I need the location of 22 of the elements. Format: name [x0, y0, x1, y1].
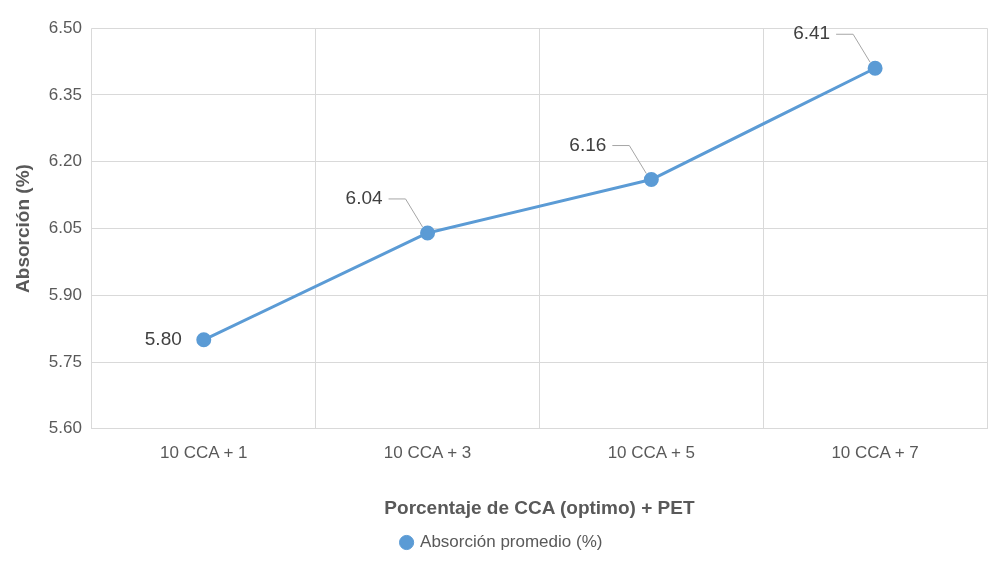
y-tick-label: 6.05 [48, 218, 82, 238]
x-tick-label: 10 CCA + 5 [607, 442, 696, 462]
point [867, 60, 883, 76]
legend-label: Absorción promedio (%) [420, 532, 603, 552]
y-tick-label: 5.90 [48, 284, 82, 304]
data-label: 6.16 [569, 133, 607, 155]
data-label: 6.04 [345, 187, 383, 209]
point [196, 332, 212, 348]
y-tick-label: 6.20 [48, 151, 82, 171]
point [643, 172, 659, 188]
x-tick-label: 10 CCA + 1 [160, 442, 248, 462]
x-axis-title: Porcentaje de CCA (optimo) + PET [384, 496, 695, 518]
point [420, 225, 436, 241]
data-label: 5.80 [144, 328, 182, 350]
y-tick-label: 6.35 [48, 84, 82, 104]
y-tick-label: 6.50 [48, 17, 82, 37]
data-label: 6.41 [793, 22, 831, 44]
x-tick-label: 10 CCA + 3 [383, 442, 472, 462]
y-tick-label: 5.60 [48, 418, 82, 438]
y-axis-title: Absorción (%) [11, 164, 33, 293]
x-tick-label: 10 CCA + 7 [831, 442, 919, 462]
y-tick-label: 5.75 [48, 351, 82, 371]
